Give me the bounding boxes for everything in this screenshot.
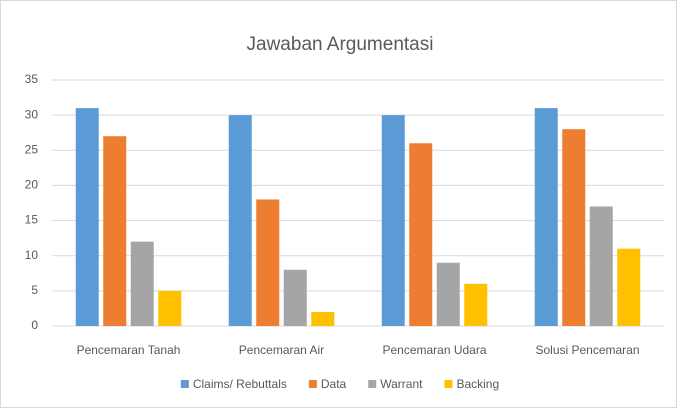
x-tick-label: Solusi Pencemaran — [535, 343, 639, 357]
x-tick-label: Pencemaran Udara — [382, 343, 486, 357]
bar — [464, 283, 488, 326]
y-tick-label: 15 — [25, 213, 39, 227]
y-tick-label: 20 — [25, 178, 39, 192]
legend-label: Data — [321, 377, 347, 391]
y-tick-label: 30 — [25, 107, 39, 121]
y-tick-label: 10 — [25, 248, 39, 262]
bar — [381, 115, 405, 327]
bar — [617, 248, 641, 326]
y-tick-label: 35 — [25, 72, 39, 86]
legend-swatch — [180, 380, 189, 388]
bar — [130, 241, 154, 326]
legend-swatch — [444, 380, 453, 388]
bar — [283, 269, 307, 326]
legend-label: Backing — [456, 377, 499, 391]
bar — [534, 108, 558, 326]
bar — [228, 115, 252, 327]
bar — [158, 290, 182, 326]
bar — [562, 129, 586, 326]
y-tick-label: 25 — [25, 142, 39, 156]
bar — [103, 136, 127, 326]
bar — [256, 199, 280, 326]
bar — [311, 311, 335, 326]
y-tick-label: 5 — [31, 283, 38, 297]
legend-label: Warrant — [380, 377, 423, 391]
legend-swatch — [368, 380, 377, 388]
bar — [409, 143, 433, 326]
x-tick-label: Pencemaran Tanah — [77, 343, 181, 357]
legend-swatch — [308, 380, 317, 388]
y-tick-label: 0 — [31, 318, 38, 332]
bar — [75, 108, 99, 326]
bar — [436, 262, 460, 326]
legend-label: Claims/ Rebuttals — [193, 377, 287, 391]
chart-title: Jawaban Argumentasi — [247, 34, 434, 55]
x-tick-label: Pencemaran Air — [239, 343, 324, 357]
bar — [589, 206, 613, 326]
